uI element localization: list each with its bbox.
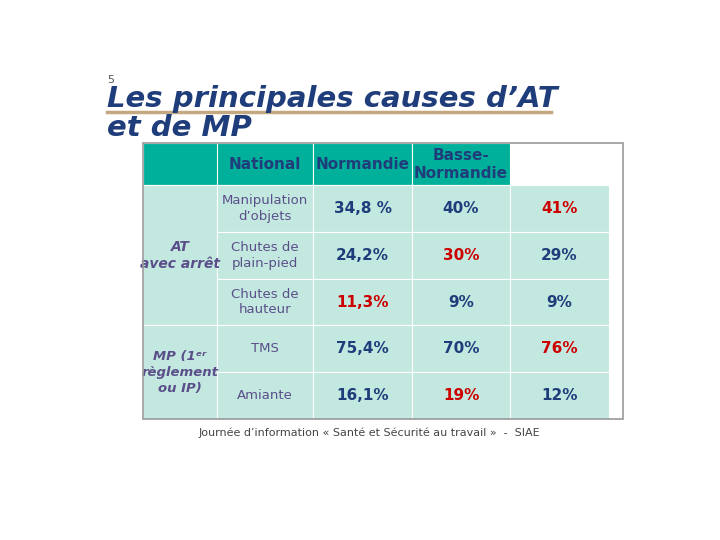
Text: Basse-
Normandie: Basse- Normandie (414, 148, 508, 181)
Text: AT
avec arrêt: AT avec arrêt (140, 240, 220, 271)
Bar (313, 372, 412, 419)
Text: 34,8 %: 34,8 % (333, 201, 392, 216)
Text: Les principales causes d’AT: Les principales causes d’AT (107, 85, 558, 113)
Bar (412, 232, 510, 279)
Text: 75,4%: 75,4% (336, 341, 389, 356)
Text: et de MP: et de MP (107, 114, 252, 142)
Bar (217, 279, 313, 326)
Text: National: National (229, 157, 302, 172)
Text: 40%: 40% (443, 201, 480, 216)
Bar (143, 326, 217, 419)
Bar (412, 372, 510, 419)
Bar (217, 326, 313, 372)
Bar (412, 279, 510, 326)
Bar (217, 232, 313, 279)
Text: Manipulation
d’objets: Manipulation d’objets (222, 194, 308, 223)
Text: 24,2%: 24,2% (336, 248, 389, 263)
Text: 70%: 70% (443, 341, 480, 356)
Bar (412, 185, 510, 232)
Bar (313, 232, 412, 279)
Text: 11,3%: 11,3% (336, 295, 389, 309)
Bar (510, 232, 609, 279)
Text: MP (1ᵉʳ
règlement
ou IP): MP (1ᵉʳ règlement ou IP) (141, 350, 218, 395)
Bar (313, 185, 412, 232)
Text: Amiante: Amiante (238, 389, 293, 402)
Bar (313, 143, 412, 185)
Bar (143, 143, 624, 419)
Text: Chutes de
plain-pied: Chutes de plain-pied (231, 241, 299, 269)
Bar (510, 326, 609, 372)
Text: Journée d’information « Santé et Sécurité au travail »  -  SIAE: Journée d’information « Santé et Sécurit… (198, 428, 540, 438)
Text: 29%: 29% (541, 248, 578, 263)
Bar (217, 143, 313, 185)
Bar (412, 326, 510, 372)
Text: 19%: 19% (443, 388, 480, 403)
Bar (313, 279, 412, 326)
Bar (143, 185, 217, 326)
Text: 16,1%: 16,1% (336, 388, 389, 403)
Text: Chutes de
hauteur: Chutes de hauteur (231, 288, 299, 316)
Text: 12%: 12% (541, 388, 577, 403)
Text: 41%: 41% (541, 201, 577, 216)
Text: 9%: 9% (546, 295, 572, 309)
Bar (510, 279, 609, 326)
Text: 5: 5 (107, 75, 114, 85)
Bar (313, 326, 412, 372)
Text: TMS: TMS (251, 342, 279, 355)
Text: 30%: 30% (443, 248, 480, 263)
Bar (217, 185, 313, 232)
Bar (510, 185, 609, 232)
Bar (217, 372, 313, 419)
Text: 9%: 9% (448, 295, 474, 309)
Bar (143, 143, 313, 185)
Bar (510, 372, 609, 419)
Text: Normandie: Normandie (315, 157, 410, 172)
Bar (412, 143, 510, 185)
Text: 76%: 76% (541, 341, 578, 356)
